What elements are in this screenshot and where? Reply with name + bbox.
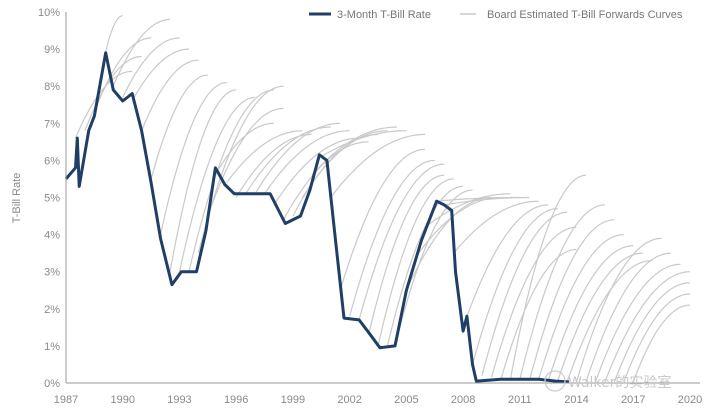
- forward-curve: [585, 252, 672, 383]
- forward-curve: [254, 122, 341, 195]
- x-tick-label: 2008: [451, 394, 475, 406]
- y-tick-label: 9%: [44, 44, 60, 56]
- x-tick-label: 2020: [678, 394, 702, 406]
- forward-curve: [519, 204, 605, 380]
- legend: 3-Month T-Bill Rate Board Estimated T-Bi…: [309, 9, 683, 21]
- forward-curve: [377, 178, 454, 347]
- x-tick-label: 1990: [110, 394, 134, 406]
- watermark: Walker的实验室: [544, 370, 671, 392]
- x-tick-label: 2014: [564, 394, 588, 406]
- forward-curve: [112, 18, 171, 87]
- forward-curve: [471, 208, 558, 365]
- forward-curve: [178, 96, 256, 272]
- legend-label-forwards: Board Estimated T-Bill Forwards Curves: [487, 9, 683, 21]
- y-tick-label: 4%: [44, 230, 60, 242]
- forward-curve: [103, 15, 123, 61]
- forward-curve: [131, 48, 189, 102]
- y-tick-label: 7%: [44, 118, 60, 130]
- y-tick-label: 8%: [44, 81, 60, 93]
- x-tick-label: 2017: [621, 394, 645, 406]
- x-tick-label: 1999: [281, 394, 305, 406]
- watermark-icon: [544, 370, 566, 392]
- y-axis-label: T-Bill Rate: [11, 173, 23, 224]
- forward-curve: [490, 226, 577, 378]
- x-tick-label: 2002: [337, 394, 361, 406]
- forward-curve: [264, 130, 350, 195]
- forward-curve: [159, 81, 227, 235]
- x-tick-label: 1996: [224, 394, 248, 406]
- forward-curve: [453, 200, 539, 254]
- forward-curve: [74, 70, 133, 139]
- y-tick-label: 10%: [38, 7, 60, 19]
- x-tick-label: 2011: [508, 394, 532, 406]
- forward-curve: [226, 130, 303, 184]
- forward-curve: [557, 252, 643, 382]
- forward-curve: [150, 74, 208, 180]
- forward-curve: [528, 219, 615, 382]
- x-ticks: 1987 1990 1993 1996 1999 2002 2005 2008 2011 2014…: [54, 394, 702, 406]
- forward-curve: [632, 304, 691, 383]
- forward-curve: [613, 282, 691, 383]
- forward-curve: [575, 237, 662, 383]
- legend-label-rate: 3-Month T-Bill Rate: [337, 9, 431, 21]
- forward-curve: [396, 189, 473, 339]
- forward-curve: [93, 37, 152, 113]
- forward-curve: [188, 89, 275, 272]
- forward-curve: [169, 89, 237, 272]
- forward-curve: [481, 211, 568, 376]
- forward-curve: [604, 271, 691, 383]
- forward-curve: [367, 174, 445, 335]
- forward-curve: [339, 148, 426, 291]
- y-tick-label: 2%: [44, 304, 60, 316]
- y-ticks: 0% 1% 2% 3% 4% 5% 6% 7% 8% 9% 10%: [38, 7, 60, 390]
- forward-curve: [547, 245, 634, 382]
- forward-curve: [330, 133, 426, 198]
- forward-curve: [273, 137, 360, 206]
- y-tick-label: 1%: [44, 341, 60, 353]
- forward-curve: [424, 193, 511, 228]
- y-tick-label: 5%: [44, 193, 60, 205]
- forward-curves: [74, 15, 691, 383]
- forward-curve: [500, 248, 577, 380]
- forward-curve: [141, 59, 199, 131]
- forward-curve: [509, 174, 587, 380]
- y-tick-label: 6%: [44, 155, 60, 167]
- forward-curve: [444, 196, 530, 206]
- x-tick-label: 2005: [394, 394, 418, 406]
- forward-curve: [349, 159, 435, 317]
- forward-curve: [623, 293, 691, 383]
- forward-curve: [358, 163, 445, 321]
- forward-curve: [301, 130, 388, 198]
- x-tick-label: 1987: [54, 394, 78, 406]
- rate-line: [64, 51, 570, 384]
- forward-curve: [216, 122, 275, 172]
- forward-curve: [594, 263, 681, 383]
- forward-curve: [320, 130, 407, 158]
- forward-curve: [122, 37, 180, 98]
- x-tick-label: 1993: [167, 394, 191, 406]
- forward-curve: [462, 204, 549, 328]
- y-tick-label: 3%: [44, 267, 60, 279]
- y-tick-label: 0%: [44, 378, 60, 390]
- forward-curve: [538, 234, 624, 380]
- watermark-text: Walker的实验室: [568, 374, 671, 391]
